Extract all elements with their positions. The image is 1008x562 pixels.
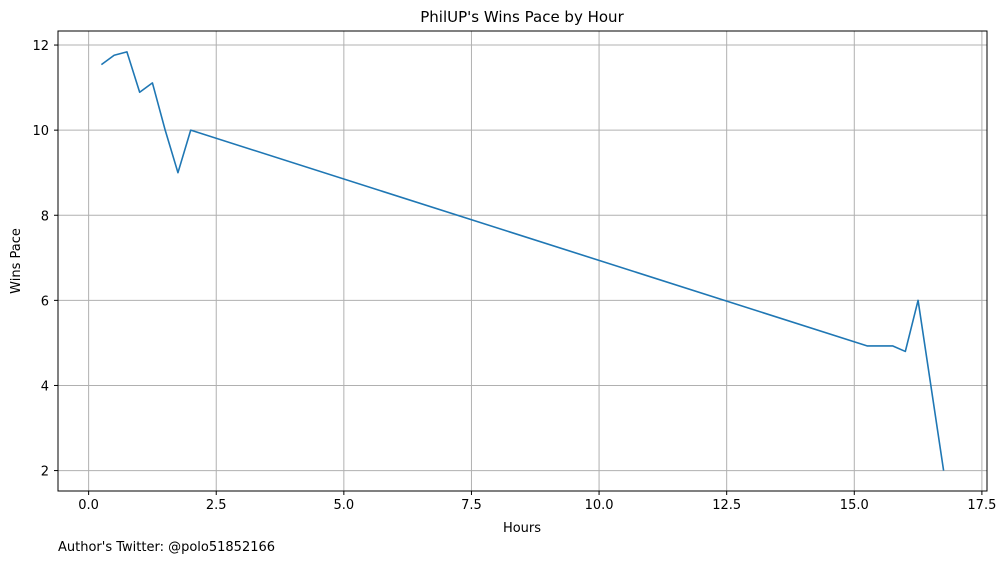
plot-area	[100, 51, 945, 471]
axes-frame	[57, 30, 988, 492]
grid	[58, 31, 987, 491]
author-credit: Author's Twitter: @polo51852166	[58, 540, 275, 555]
x-tick-label: 2.5	[206, 498, 227, 513]
y-tick-label: 10	[32, 124, 49, 139]
x-tick-label: 15.0	[840, 498, 869, 513]
x-tick-label: 7.5	[461, 498, 482, 513]
y-tick-label: 12	[32, 39, 49, 54]
y-axis-label: Wins Pace	[9, 228, 24, 294]
x-tick-label: 17.5	[967, 498, 996, 513]
y-tick-label: 4	[41, 379, 49, 394]
y-tick-label: 2	[41, 465, 49, 480]
x-tick-label: 0.0	[78, 498, 99, 513]
x-tick-label: 12.5	[712, 498, 741, 513]
y-tick-label: 6	[41, 294, 49, 309]
x-axis-label: Hours	[503, 521, 541, 536]
x-tick-label: 10.0	[585, 498, 614, 513]
y-tick-label: 8	[41, 209, 49, 224]
ticks: 0.0 2.5 5.0 7.5 10.0 12.5 15.0 17.5 2 4 6 8 10 12	[32, 39, 996, 513]
x-tick-label: 5.0	[334, 498, 355, 513]
chart-title: PhilUP's Wins Pace by Hour	[420, 8, 624, 26]
series-line-0	[100, 51, 945, 471]
